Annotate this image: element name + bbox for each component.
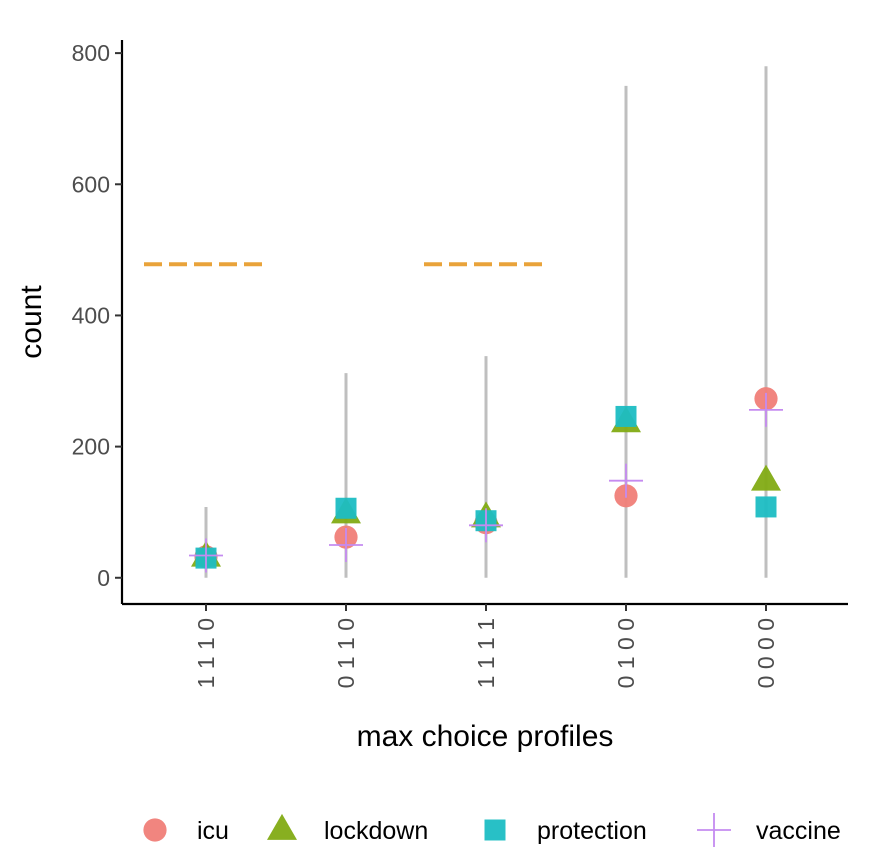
x-tick-label: 1 1 1 1	[473, 618, 499, 688]
legend-label: protection	[537, 817, 647, 845]
legend-key-lockdown	[267, 813, 297, 840]
point-vaccine	[329, 527, 363, 562]
legend-item-vaccine: vaccine	[697, 813, 841, 847]
y-tick-label: 600	[72, 171, 110, 197]
point-vaccine	[749, 392, 783, 427]
x-tick-label: 0 1 1 0	[333, 618, 359, 688]
point-protection	[335, 497, 357, 519]
plot-area	[144, 66, 783, 578]
x-tick-label: 0 1 0 0	[613, 618, 639, 688]
legend-item-icu: icu	[143, 817, 229, 845]
y-tick-label: 0	[97, 565, 110, 591]
legend-item-protection: protection	[484, 817, 647, 845]
point-lockdown	[751, 464, 781, 491]
legend-item-lockdown: lockdown	[267, 813, 428, 845]
y-tick-label: 200	[72, 434, 110, 460]
legend-key-icu	[143, 818, 167, 842]
x-axis: 1 1 1 0 0 1 1 0 1 1 1 1 0 1 0 0 0 0 0 0	[122, 602, 848, 688]
legend: icu lockdown protection vaccine	[143, 813, 841, 847]
y-axis: 0 200 400 600 800	[72, 40, 124, 604]
y-tick-label: 400	[72, 302, 110, 328]
y-tick-label: 800	[72, 40, 110, 66]
point-protection	[615, 405, 637, 427]
x-tick-label: 1 1 1 0	[193, 618, 219, 688]
legend-label: lockdown	[324, 817, 428, 845]
legend-key-vaccine	[697, 813, 731, 847]
point-vaccine	[189, 538, 223, 573]
legend-key-protection	[484, 819, 506, 841]
x-tick-label: 0 0 0 0	[753, 618, 779, 688]
legend-label: vaccine	[756, 817, 841, 845]
point-vaccine	[609, 463, 643, 498]
series-vaccine	[189, 392, 783, 573]
point-protection	[755, 496, 777, 518]
y-axis-title: count	[15, 285, 48, 359]
x-axis-title: max choice profiles	[357, 720, 614, 753]
legend-label: icu	[197, 817, 229, 845]
point-vaccine	[469, 508, 503, 543]
